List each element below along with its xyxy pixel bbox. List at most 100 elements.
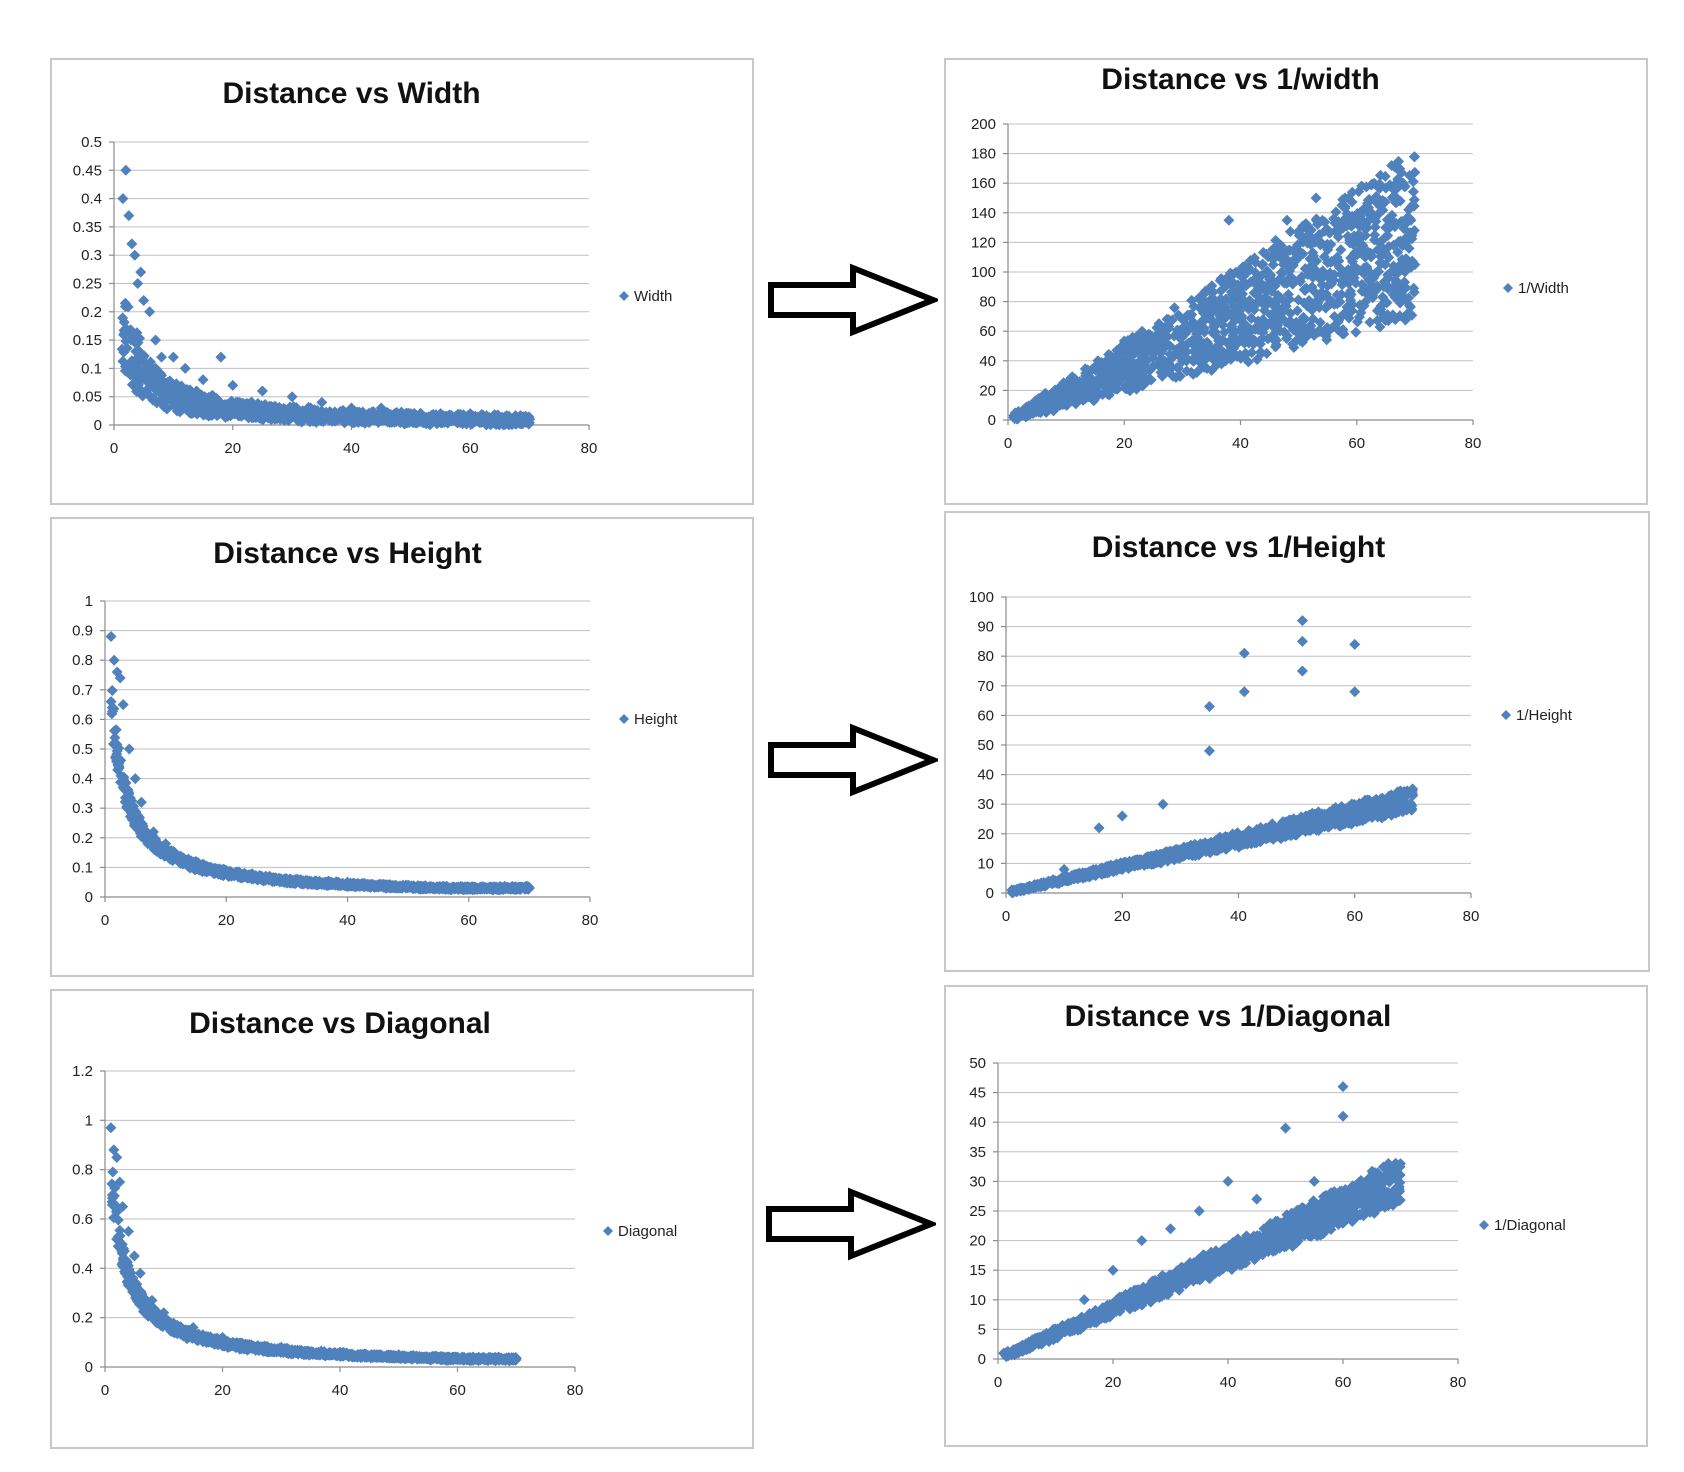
data-point (1326, 278, 1338, 290)
data-point (1138, 359, 1150, 371)
data-point (1184, 323, 1196, 335)
data-point (1379, 258, 1391, 270)
chart-svg: Distance vs Width00.050.10.150.20.250.30… (73, 77, 673, 457)
data-point (1244, 254, 1256, 266)
legend-label: Width (634, 288, 672, 305)
data-point (1391, 196, 1403, 208)
data-point (1288, 274, 1300, 286)
data-point (160, 380, 172, 392)
data-point (1182, 309, 1194, 321)
data-point (1235, 313, 1247, 325)
data-point (1236, 323, 1248, 335)
data-point (1325, 238, 1337, 250)
data-point (1387, 289, 1399, 301)
data-point (1321, 322, 1333, 334)
data-point (1188, 345, 1200, 357)
data-point (1073, 389, 1085, 401)
data-point (1161, 340, 1173, 352)
data-point (125, 324, 137, 336)
data-point (1303, 320, 1315, 332)
data-point (1271, 241, 1283, 253)
data-point (1292, 239, 1304, 251)
data-point (1162, 331, 1174, 343)
data-point (1126, 348, 1138, 360)
data-point (1341, 220, 1353, 232)
data-point (237, 870, 249, 882)
data-point (342, 876, 353, 888)
data-point (128, 331, 140, 343)
data-point (1313, 302, 1325, 314)
data-point (506, 883, 518, 895)
x-tick-label: 40 (1232, 435, 1249, 452)
data-point (1396, 215, 1408, 227)
y-tick-label: 0.4 (72, 771, 93, 788)
data-point (1176, 325, 1188, 337)
data-point (1333, 314, 1345, 326)
data-point (1364, 316, 1376, 328)
data-point (1267, 259, 1279, 271)
data-point (1222, 307, 1234, 319)
data-point (1387, 264, 1399, 276)
data-point (494, 413, 506, 425)
data-point (446, 413, 458, 425)
data-point (405, 408, 417, 420)
data-point (1358, 221, 1370, 233)
data-point (1155, 353, 1167, 365)
data-point (1226, 297, 1238, 309)
data-point (1364, 247, 1376, 259)
data-point (1234, 287, 1246, 299)
data-point (1308, 329, 1320, 341)
data-point (1335, 244, 1347, 256)
data-point (241, 408, 253, 420)
data-point (1118, 370, 1130, 382)
data-point (1199, 304, 1211, 316)
data-point (182, 853, 194, 865)
data-point (1008, 410, 1020, 422)
data-point (1355, 307, 1367, 319)
data-point (1346, 305, 1358, 317)
data-point (111, 748, 123, 760)
data-point (132, 348, 144, 360)
data-point (1406, 309, 1418, 321)
data-point (1379, 196, 1391, 208)
data-point (1145, 362, 1157, 374)
data-point (1240, 331, 1252, 343)
data-point (116, 343, 128, 355)
y-tick-label: 1 (85, 593, 93, 610)
y-tick-label: 120 (971, 234, 996, 251)
data-point (1240, 279, 1252, 291)
data-point (1096, 368, 1108, 380)
data-point (1187, 368, 1199, 380)
legend-label: Height (634, 711, 678, 728)
y-tick-label: 40 (979, 353, 996, 370)
y-tick-label: 20 (979, 382, 996, 399)
data-point (1188, 300, 1200, 312)
data-point (1350, 326, 1362, 338)
data-point (1258, 304, 1270, 316)
data-point (117, 699, 129, 711)
data-point (375, 880, 387, 892)
data-point (1277, 302, 1289, 314)
data-point (1388, 239, 1400, 251)
data-point (150, 334, 162, 346)
data-point (1394, 163, 1406, 175)
data-point (1168, 302, 1180, 314)
data-point (1219, 350, 1231, 362)
y-tick-label: 0.2 (72, 830, 93, 847)
data-point (1382, 272, 1394, 284)
right-arrow-icon (768, 723, 938, 797)
chart-svg: Distance vs 1/width020406080100120140160… (971, 63, 1569, 452)
data-point (1235, 296, 1246, 308)
data-point (134, 363, 146, 375)
data-point (1299, 263, 1311, 275)
data-point (1395, 259, 1407, 271)
data-point (123, 743, 135, 755)
data-point (108, 654, 120, 666)
data-point (1205, 303, 1217, 315)
data-point (448, 881, 460, 893)
data-point (1106, 369, 1118, 381)
data-point (1359, 296, 1371, 308)
data-point (1051, 385, 1063, 397)
scatter-series (1008, 151, 1421, 425)
data-point (327, 878, 339, 890)
